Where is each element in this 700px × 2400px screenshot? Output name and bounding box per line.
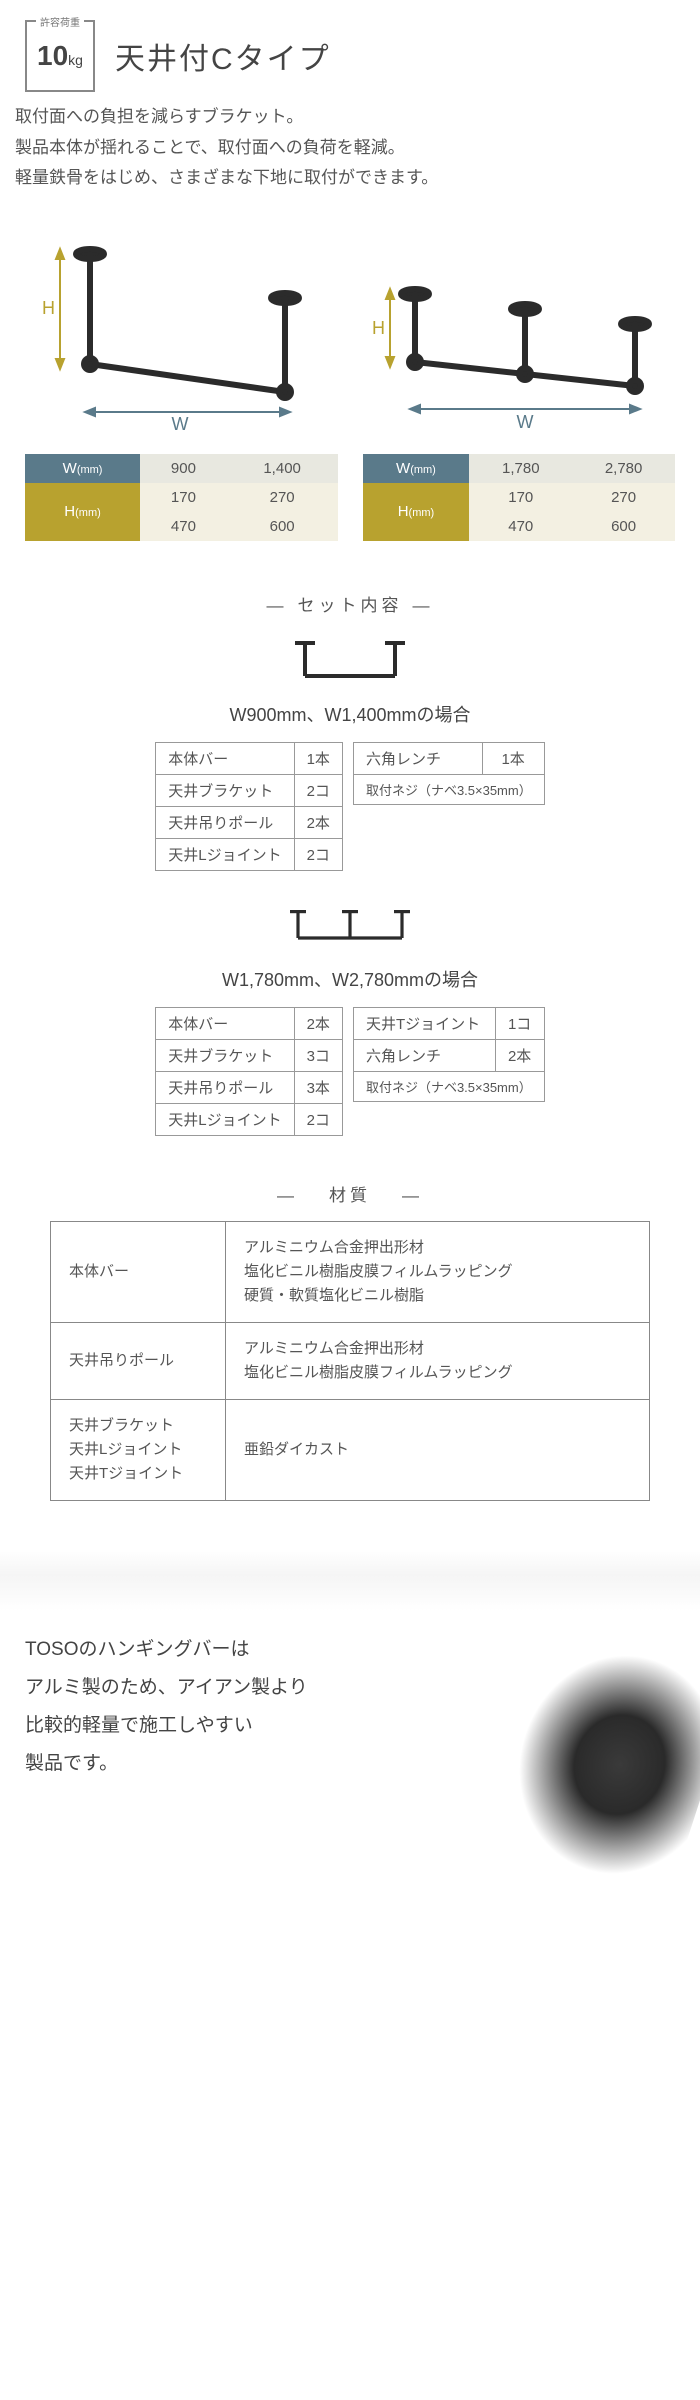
set-caption-2: W1,780mm、W2,780mmの場合 [0,966,700,992]
set-tbl-2-right: 天井Tジョイント1コ 六角レンチ2本 取付ネジ（ナベ3.5×35mm） [353,1007,545,1102]
footer: TOSOのハンギングバーは アルミ製のため、アイアン製より 比較的軽量で施工しや… [0,1551,700,1851]
materials-table: 本体バーアルミニウム合金押出形材塩化ビニル樹脂皮膜フィルムラッピング硬質・軟質塩… [50,1221,650,1501]
set-tables-2: 本体バー2本 天井ブラケット3コ 天井吊りポール3本 天井Lジョイント2コ 天井… [0,1007,700,1161]
dim-table-right: W(mm) 1,7802,780 H(mm) 170270 470600 [363,454,676,541]
mat-name: 天井吊りポール [51,1322,226,1399]
diagram-left: H W [20,234,340,434]
svg-text:H: H [372,318,385,338]
dimension-tables: W(mm) 9001,400 H(mm) 170270 470600 W(mm)… [0,444,700,571]
materials-heading: — 材質 — [0,1181,700,1206]
svg-text:H: H [42,298,55,318]
set-tbl-1-right: 六角レンチ1本 取付ネジ（ナベ3.5×35mm） [353,742,545,805]
set-icon-2 [0,896,700,961]
mat-name: 本体バー [51,1221,226,1322]
set-icon-1 [0,631,700,696]
badge-value: 10kg [37,42,83,70]
set-contents-heading: —セット内容— [0,591,700,616]
diagram-right: H W [360,234,680,434]
badge-label: 許容荷重 [36,14,84,29]
svg-text:W: W [517,412,534,432]
header: 許容荷重 10kg 天井付Cタイプ [0,0,700,102]
set-caption-1: W900mm、W1,400mmの場合 [0,701,700,727]
description: 取付面への負担を減らすブラケット。 製品本体が揺れることで、取付面への負荷を軽減… [0,102,700,214]
set-tables-1: 本体バー1本 天井ブラケット2コ 天井吊りポール2本 天井Lジョイント2コ 六角… [0,742,700,896]
page-title: 天井付Cタイプ [115,34,331,78]
dim-table-left: W(mm) 9001,400 H(mm) 170270 470600 [25,454,338,541]
set-tbl-2-left: 本体バー2本 天井ブラケット3コ 天井吊りポール3本 天井Lジョイント2コ [155,1007,343,1136]
load-badge: 許容荷重 10kg [25,20,95,92]
svg-text:W: W [172,414,189,434]
diagram-row: H W [0,214,700,444]
mat-name: 天井ブラケット天井Lジョイント天井Tジョイント [51,1399,226,1500]
product-photo [335,1524,700,1898]
set-tbl-1-left: 本体バー1本 天井ブラケット2コ 天井吊りポール2本 天井Lジョイント2コ [155,742,343,871]
